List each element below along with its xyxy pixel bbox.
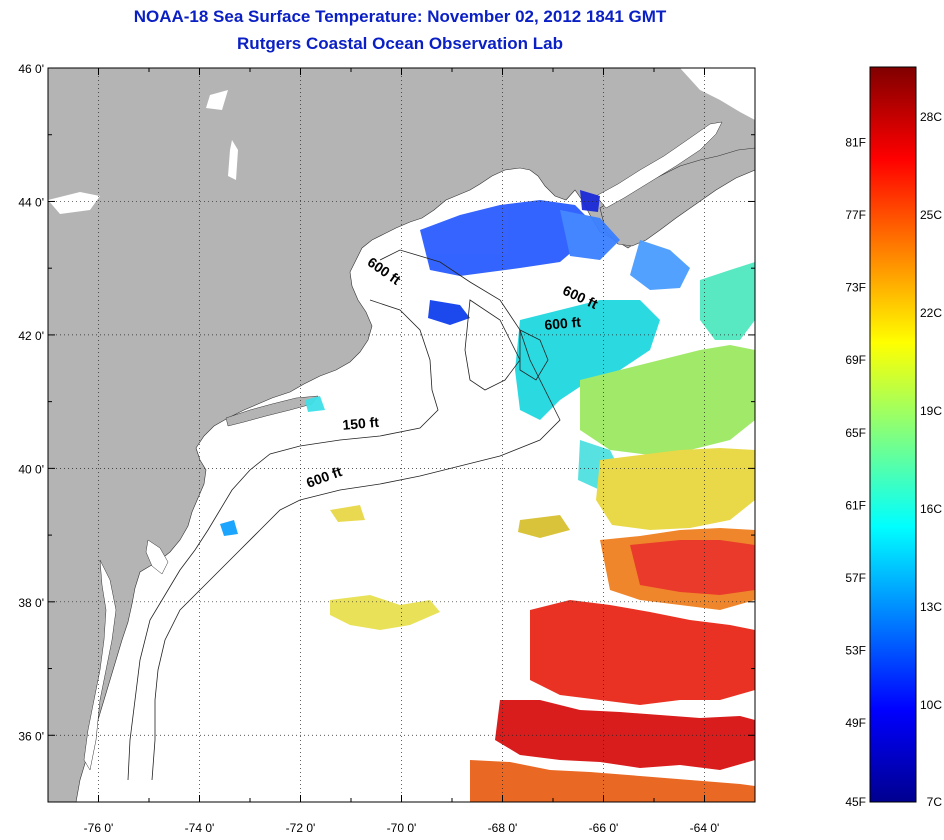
colorbar-label-c: 19C [920,404,942,418]
isobath-label: 600 ft [544,314,582,333]
latitude-label: 46 0' [18,62,44,76]
colorbar-label-f: 81F [845,135,866,149]
gulf-st-lawrence [680,68,755,120]
colorbar-label-f: 77F [845,208,866,222]
colorbar-celsius-labels: 28C 25C 22C 19C 16C 13C 10C 7C [920,110,942,809]
colorbar-label-c: 16C [920,502,942,516]
bay-of-fundy [595,121,723,209]
lake [206,90,228,110]
colorbar-label-c: 22C [920,306,942,320]
colorbar-label-f: 65F [845,426,866,440]
map-title: NOAA-18 Sea Surface Temperature: Novembe… [133,7,667,26]
colorbar-label-f: 61F [845,498,866,512]
lake [228,140,238,180]
land-nova-scotia [599,147,755,247]
colorbar-label-f: 49F [845,716,866,730]
colorbar-label-f: 73F [845,281,866,295]
latitude-label: 36 0' [18,729,44,743]
colorbar-label-c: 7C [927,795,943,809]
chesapeake-bay [83,559,117,771]
colorbar-label-f: 53F [845,644,866,658]
isobath-label: 150 ft [342,414,380,433]
colorbar [869,66,917,803]
isobaths [127,249,561,781]
latitude-label: 40 0' [18,462,44,476]
delaware-bay [145,539,169,575]
colorbar-label-c: 10C [920,698,942,712]
colorbar-label-f: 57F [845,571,866,585]
longitude-label: -76 0' [84,821,114,835]
colorbar-fahrenheit-labels: 81F 77F 73F 69F 65F 61F 57F 53F 49F 45F [845,135,866,809]
longitude-label: -68 0' [488,821,518,835]
colorbar-label-c: 25C [920,208,942,222]
colorbar-label-c: 13C [920,600,942,614]
frame-ticks [47,67,756,803]
longitude-label: -70 0' [387,821,417,835]
longitude-label: -74 0' [185,821,215,835]
longitude-label: -72 0' [286,821,316,835]
latitude-label: 42 0' [18,329,44,343]
colorbar-label-f: 69F [845,353,866,367]
longitude-label: -64 0' [690,821,720,835]
colorbar-label-f: 45F [845,795,866,809]
lake [48,192,100,214]
sst-coverage [220,190,755,802]
latitude-label: 44 0' [18,195,44,209]
latitude-labels: 46 0' 44 0' 42 0' 40 0' 38 0' 36 0' [18,62,44,743]
longitude-labels: -76 0' -74 0' -72 0' -70 0' -68 0' -66 0' -64 … [84,821,720,835]
colorbar-label-c: 28C [920,110,942,124]
map-subtitle: Rutgers Coastal Ocean Observation Lab [237,34,563,53]
longitude-label: -66 0' [589,821,619,835]
latitude-label: 38 0' [18,596,44,610]
